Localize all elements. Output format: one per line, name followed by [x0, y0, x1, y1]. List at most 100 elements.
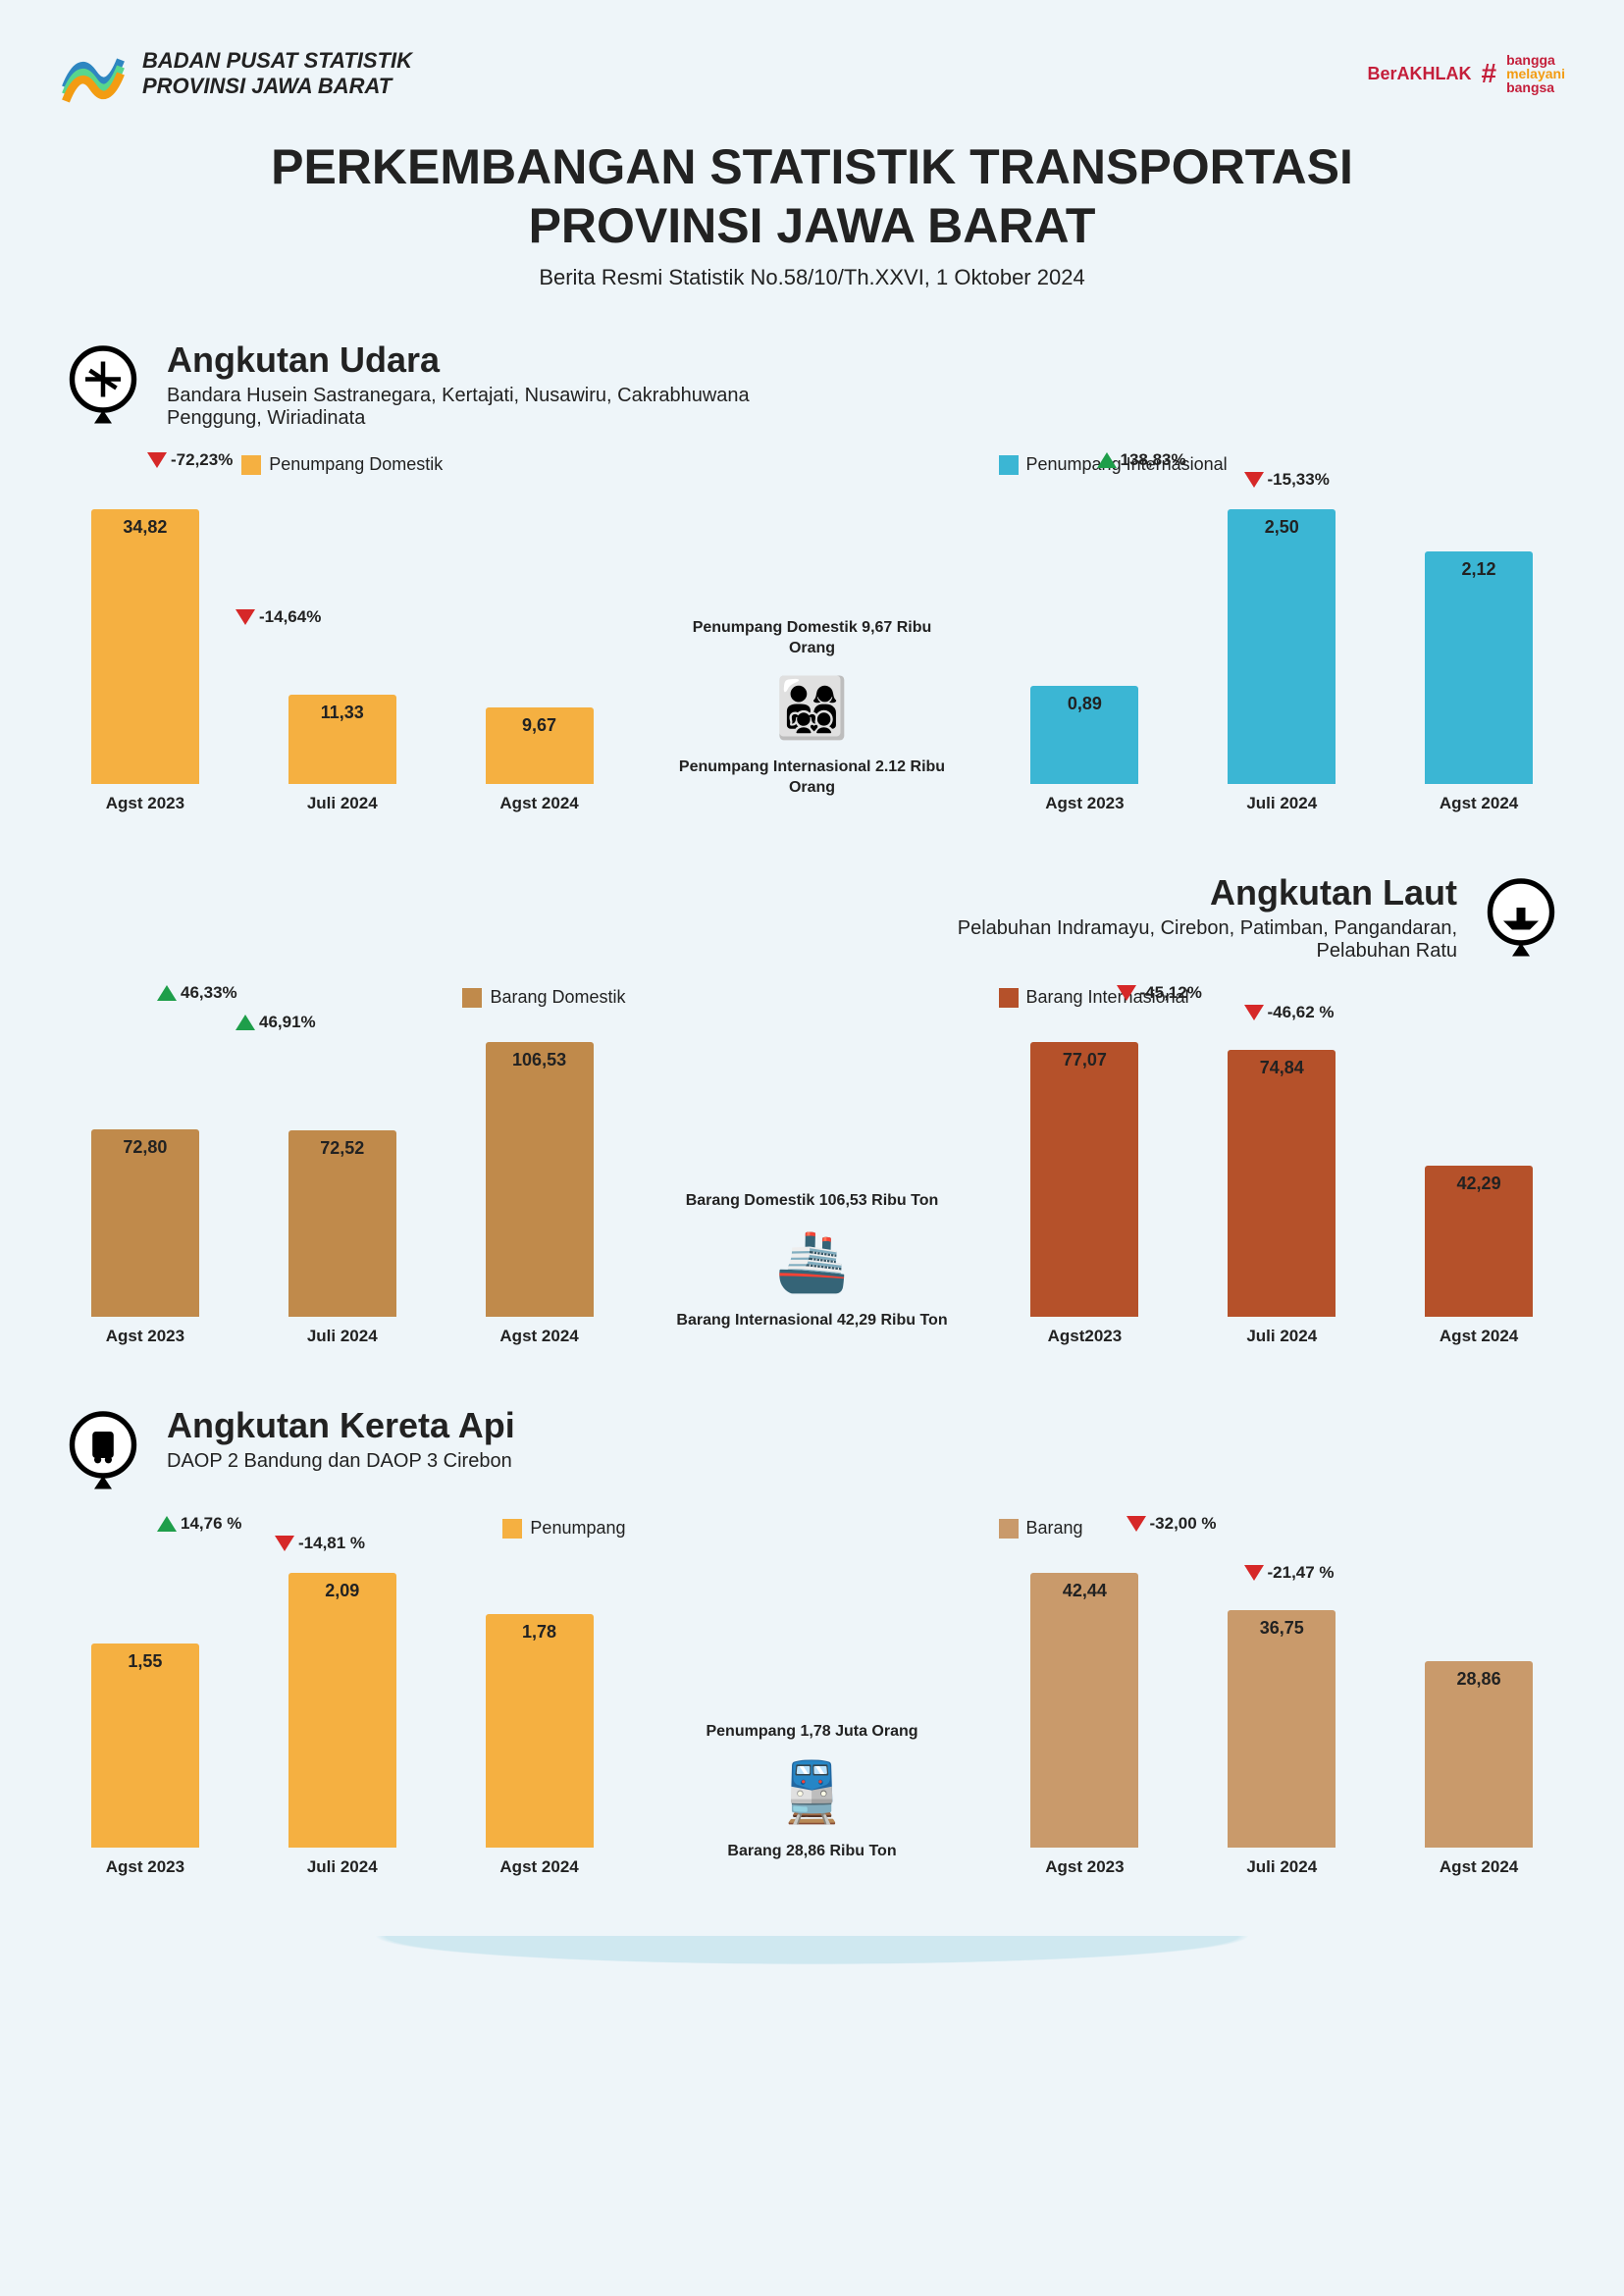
delta-text: -21,47 %	[1268, 1563, 1335, 1583]
footer-decoration	[59, 1936, 1565, 1985]
legend-swatch	[462, 988, 482, 1008]
bar-value: 42,44	[1063, 1581, 1107, 1601]
delta-text: -72,23%	[171, 450, 233, 470]
bar: 106,53	[486, 1042, 594, 1317]
hash-icon: #	[1481, 58, 1496, 89]
main-title: PERKEMBANGAN STATISTIK TRANSPORTASI PROV…	[59, 137, 1565, 255]
triangle-down-icon	[1117, 985, 1136, 1001]
bar-value: 2,12	[1462, 559, 1496, 580]
rail-subtitle: DAOP 2 Bandung dan DAOP 3 Cirebon	[167, 1450, 515, 1473]
bar-label: Juli 2024	[307, 1857, 378, 1877]
bar: 72,52	[288, 1130, 396, 1317]
triangle-down-icon	[1126, 1516, 1146, 1532]
bar-Agst2023: 77,07Agst2023	[999, 1042, 1172, 1346]
air-center-info: Penumpang Domestik 9,67 Ribu Orang 👨‍👩‍👧…	[665, 603, 960, 813]
triangle-up-icon	[157, 1516, 177, 1532]
bar-value: 1,55	[128, 1651, 162, 1672]
delta-indicator: -14,64%	[236, 607, 321, 627]
bar: 34,82	[91, 509, 199, 784]
delta-indicator: -72,23%	[147, 450, 233, 470]
bar-label: Agst 2024	[499, 794, 578, 813]
bar-Agst-2024: 42,29 Agst 2024	[1392, 1166, 1565, 1346]
train-illus: 🚆	[675, 1757, 950, 1827]
bangga-l2: melayani	[1506, 67, 1565, 80]
bar-value: 36,75	[1260, 1618, 1304, 1639]
bar-Agst-2024: 9,67 Agst 2024	[453, 707, 626, 813]
bar-label: Agst 2023	[106, 1857, 184, 1877]
delta-indicator: -21,47 %	[1244, 1563, 1335, 1583]
delta-text: -14,81 %	[298, 1534, 365, 1553]
air-title: Angkutan Udara	[167, 339, 756, 381]
bps-logo-icon	[59, 39, 128, 108]
bar: 1,78	[486, 1614, 594, 1848]
air-head: Angkutan Udara Bandara Husein Sastranega…	[59, 339, 1565, 430]
bar-label: Agst 2024	[1440, 1857, 1518, 1877]
bar-value: 2,09	[325, 1581, 359, 1601]
header: BADAN PUSAT STATISTIK PROVINSI JAWA BARA…	[59, 39, 1565, 108]
delta-text: -45,12%	[1140, 983, 1202, 1003]
rail-pax-chart: Penumpang 1,55Agst 20232,09Juli 20241,78…	[59, 1518, 626, 1877]
bar-value: 74,84	[1260, 1058, 1304, 1078]
bar-value: 106,53	[512, 1050, 566, 1070]
bar-value: 9,67	[522, 715, 556, 736]
sea-title: Angkutan Laut	[868, 872, 1457, 913]
bar-value: 42,29	[1457, 1174, 1501, 1194]
rail-title: Angkutan Kereta Api	[167, 1405, 515, 1446]
rail-center-info: Penumpang 1,78 Juta Orang 🚆 Barang 28,86…	[665, 1707, 960, 1877]
org-line1: BADAN PUSAT STATISTIK	[142, 48, 412, 74]
bar-Agst-2024: 1,78Agst 2024	[453, 1614, 626, 1877]
train-icon	[59, 1405, 147, 1493]
sea-info2: Barang Internasional 42,29 Ribu Ton	[675, 1311, 950, 1331]
bar-label: Juli 2024	[307, 794, 378, 813]
air-info1: Penumpang Domestik 9,67 Ribu Orang	[675, 618, 950, 659]
sea-intl-chart: Barang Internasional 77,07Agst202374,84J…	[999, 987, 1566, 1346]
bar-Agst-2024: 28,86 Agst 2024	[1392, 1661, 1565, 1877]
bar-label: Juli 2024	[307, 1327, 378, 1346]
delta-indicator: -32,00 %	[1126, 1514, 1217, 1534]
delta-indicator: -15,33%	[1244, 470, 1330, 490]
sea-domestic-chart: Barang Domestik 72,80Agst 202372,52Juli …	[59, 987, 626, 1346]
delta-text: -15,33%	[1268, 470, 1330, 490]
legend-swatch	[999, 455, 1019, 475]
bar-label: Agst 2024	[499, 1327, 578, 1346]
rail-info1: Penumpang 1,78 Juta Orang	[675, 1722, 950, 1743]
bar-Agst-2023: 34,82Agst 2023	[59, 509, 232, 813]
delta-indicator: -14,81 %	[275, 1534, 365, 1553]
section-rail: Angkutan Kereta Api DAOP 2 Bandung dan D…	[59, 1405, 1565, 1877]
delta-indicator: 46,33%	[157, 983, 237, 1003]
airplane-icon	[59, 339, 147, 428]
bar-Juli-2024: 74,84 Juli 2024	[1195, 1050, 1368, 1346]
legend-swatch	[999, 1519, 1019, 1539]
legend-swatch	[241, 455, 261, 475]
bar-value: 34,82	[123, 517, 167, 538]
bar-Juli-2024: 72,52 Juli 2024	[256, 1130, 429, 1346]
bangga-l3: bangsa	[1506, 80, 1565, 94]
rail-info2: Barang 28,86 Ribu Ton	[675, 1842, 950, 1862]
section-air: Angkutan Udara Bandara Husein Sastranega…	[59, 339, 1565, 813]
bar: 77,07	[1030, 1042, 1138, 1317]
delta-indicator: 14,76 %	[157, 1514, 241, 1534]
delta-text: 14,76 %	[181, 1514, 241, 1534]
sea-center-info: Barang Domestik 106,53 Ribu Ton 🚢 Barang…	[665, 1176, 960, 1346]
bar-Agst-2023: 42,44Agst 2023	[999, 1573, 1172, 1877]
air-domestic-chart: Penumpang Domestik 34,82Agst 202311,33Ju…	[59, 454, 626, 813]
bar-value: 2,50	[1265, 517, 1299, 538]
title-l1: PERKEMBANGAN STATISTIK TRANSPORTASI	[271, 139, 1353, 194]
triangle-up-icon	[1097, 452, 1117, 468]
bar: 0,89	[1030, 686, 1138, 784]
bar: 9,67	[486, 707, 594, 784]
bar-label: Agst 2024	[1440, 1327, 1518, 1346]
air-info2: Penumpang Internasional 2.12 Ribu Orang	[675, 757, 950, 799]
bar: 42,44	[1030, 1573, 1138, 1848]
brand-right: BerAKHLAK # bangga melayani bangsa	[1367, 53, 1565, 94]
bar: 11,33	[288, 695, 396, 784]
bar: 28,86	[1425, 1661, 1533, 1848]
bar-label: Juli 2024	[1246, 1857, 1317, 1877]
bar-Agst-2023: 72,80Agst 2023	[59, 1129, 232, 1346]
org-name: BADAN PUSAT STATISTIK PROVINSI JAWA BARA…	[142, 48, 412, 100]
bar-label: Juli 2024	[1246, 1327, 1317, 1346]
bar-label: Juli 2024	[1246, 794, 1317, 813]
triangle-down-icon	[1244, 1565, 1264, 1581]
bar: 42,29	[1425, 1166, 1533, 1317]
bar-Juli-2024: 2,09 Juli 2024	[256, 1573, 429, 1877]
